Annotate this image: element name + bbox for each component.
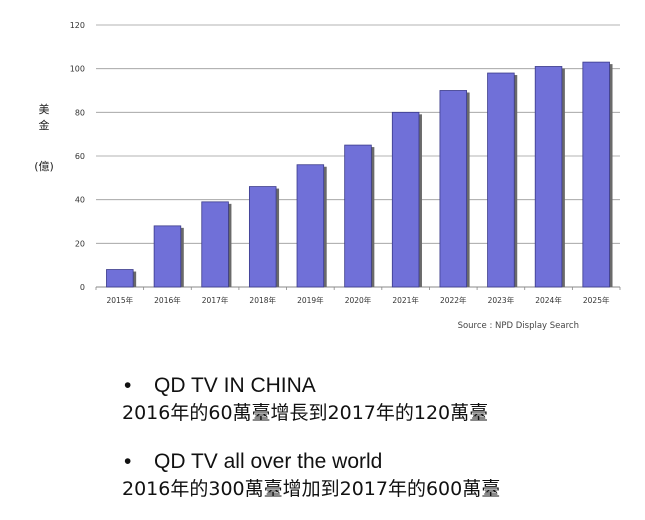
bullet-detail: 2016年的60萬臺增長到2017年的120萬臺 — [122, 402, 489, 424]
bullet-list: • QD TV IN CHINA 2016年的60萬臺增長到2017年的120萬臺… — [122, 372, 622, 502]
bar — [391, 111, 420, 288]
bar — [439, 90, 468, 288]
bar — [534, 66, 563, 288]
bullet-marker: • — [124, 374, 132, 397]
x-tick-label: 2019年 — [297, 295, 324, 305]
x-tick-label: 2022年 — [440, 295, 467, 305]
bar-chart: 0 20 40 60 80 100 120 2015年 2016年 2017年 2018年 2019… — [34, 21, 621, 331]
y-axis-label-line-3: (億) — [34, 160, 54, 173]
x-tick-label: 2025年 — [583, 295, 610, 305]
bar — [487, 72, 515, 288]
x-tick-label: 2016年 — [154, 295, 181, 305]
x-tick-label: 2015年 — [107, 295, 134, 305]
x-axis-ticks: 2015年 2016年 2017年 2018年 2019年 2020年 2021年 2022年… — [95, 287, 621, 305]
y-axis-label-line-2: 金 — [39, 118, 50, 132]
y-tick-label: 20 — [75, 239, 85, 248]
bar — [296, 164, 325, 288]
bullet-title: QD TV all over the world — [154, 450, 383, 473]
x-tick-label: 2024年 — [535, 295, 562, 305]
y-tick-label: 100 — [70, 65, 85, 74]
bullet-marker: • — [124, 450, 132, 473]
y-tick-label: 120 — [70, 21, 85, 30]
bullet-item-china: • QD TV IN CHINA 2016年的60萬臺增長到2017年的120萬臺 — [122, 372, 622, 426]
source-note: Source : NPD Display Search — [458, 321, 579, 331]
y-tick-label: 80 — [75, 108, 85, 117]
x-tick-label: 2020年 — [345, 295, 372, 305]
y-tick-label: 0 — [80, 283, 85, 292]
bar — [153, 225, 182, 288]
y-tick-label: 60 — [75, 152, 85, 161]
bar — [106, 269, 134, 288]
x-tick-label: 2018年 — [249, 295, 276, 305]
x-tick-label: 2017年 — [202, 295, 229, 305]
bar — [344, 144, 372, 288]
y-axis-label-line-1: 美 — [39, 103, 50, 116]
y-axis-ticks: 0 20 40 60 80 100 120 — [70, 21, 85, 292]
bars — [106, 61, 613, 288]
bar — [582, 61, 610, 288]
x-tick-label: 2023年 — [488, 295, 515, 305]
y-axis-label: 美 金 (億) — [34, 103, 54, 173]
bar — [248, 186, 277, 288]
bullet-title: QD TV IN CHINA — [154, 374, 316, 397]
x-tick-label: 2021年 — [392, 295, 419, 305]
bar — [201, 201, 229, 288]
bullet-item-world: • QD TV all over the world 2016年的300萬臺增加到… — [122, 448, 622, 502]
bullet-detail: 2016年的300萬臺增加到2017年的600萬臺 — [122, 478, 501, 500]
y-tick-label: 40 — [75, 196, 85, 205]
